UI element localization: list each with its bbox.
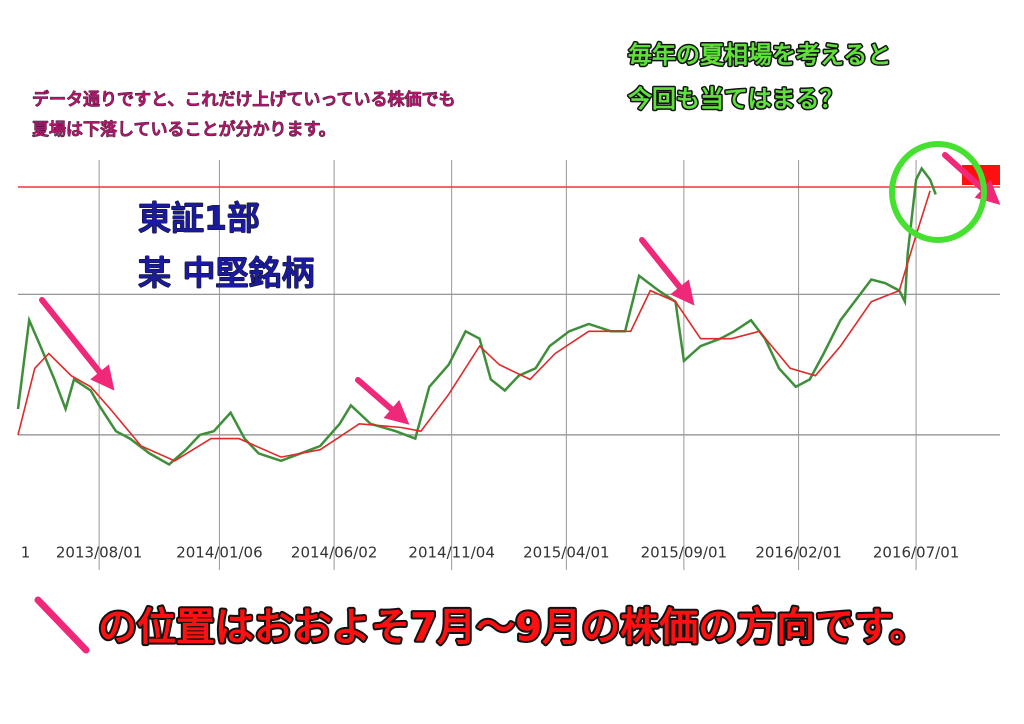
highlight-circle (889, 141, 987, 243)
x-tick-label: 1 (21, 544, 31, 562)
series-line (17, 190, 931, 462)
annotation: 東証1部 (138, 199, 260, 238)
plot-area: 1 2013/08/01 2014/01/06 2014/06/02 2014/11/0… (16, 160, 1000, 570)
x-tick-label: 2014/01/06 (176, 544, 262, 562)
x-tick-label: 2015/09/01 (641, 544, 727, 562)
annotation: データ通りですと、これだけ上げていっている株価でも (32, 89, 455, 110)
x-tick-label: 2015/04/01 (523, 544, 609, 562)
x-tick-label: 2014/11/04 (408, 544, 494, 562)
decorations (34, 141, 1001, 654)
annotation: 夏場は下落していることが分かります。 (32, 119, 336, 140)
arrow (34, 596, 90, 654)
arrow (639, 237, 695, 306)
annotation: 今回も当てはまる？ (628, 85, 844, 113)
annotation: 某 中堅銘柄 (138, 254, 315, 293)
annotation: の位置はおおよそ7月～9月の株価の方向です。 (98, 606, 928, 651)
x-tick-label: 2013/08/01 (56, 544, 142, 562)
series-line (16, 166, 937, 467)
arrow (39, 297, 115, 391)
x-tick-label: 2016/07/01 (873, 544, 959, 562)
x-tick-label: 2014/06/02 (291, 544, 377, 562)
x-tick-label: 2016/02/01 (755, 544, 841, 562)
annotation: 毎年の夏相場を考えると (628, 41, 891, 69)
arrow (355, 377, 410, 425)
